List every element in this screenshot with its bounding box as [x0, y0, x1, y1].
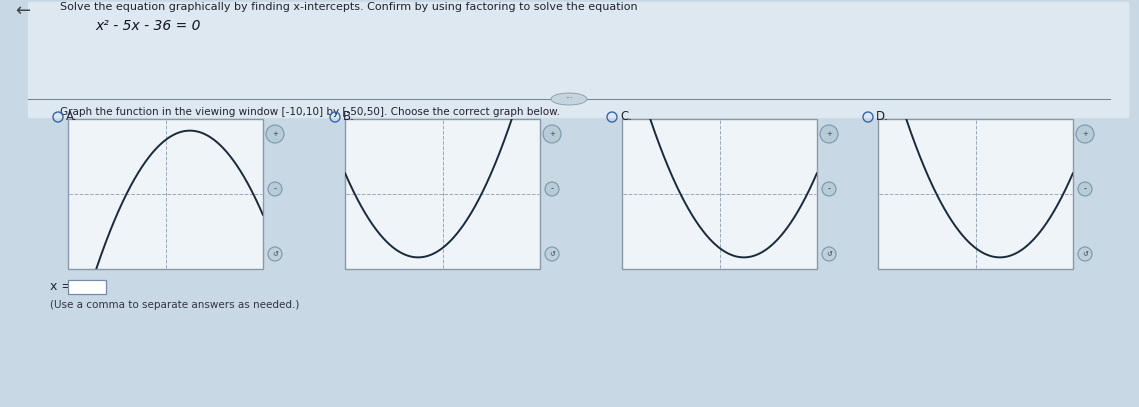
- Bar: [878, 119, 1073, 269]
- Text: -: -: [273, 184, 277, 193]
- Text: C.: C.: [620, 110, 632, 123]
- Bar: [622, 119, 817, 269]
- Text: +: +: [1082, 131, 1088, 137]
- Text: Graph the function in the viewing window [-10,10] by [-50,50]. Choose the correc: Graph the function in the viewing window…: [60, 107, 560, 117]
- Circle shape: [822, 247, 836, 261]
- Ellipse shape: [551, 93, 587, 105]
- Circle shape: [268, 247, 282, 261]
- Circle shape: [1077, 247, 1092, 261]
- Circle shape: [1077, 182, 1092, 196]
- Text: -: -: [1083, 184, 1087, 193]
- Circle shape: [820, 125, 838, 143]
- Text: (Use a comma to separate answers as needed.): (Use a comma to separate answers as need…: [50, 300, 300, 310]
- Text: -: -: [550, 184, 554, 193]
- Text: ···: ···: [565, 94, 573, 103]
- Circle shape: [544, 182, 559, 196]
- Text: ↺: ↺: [272, 251, 278, 257]
- Bar: [68, 280, 106, 294]
- Circle shape: [543, 125, 562, 143]
- Circle shape: [1076, 125, 1093, 143]
- Bar: [345, 119, 540, 269]
- Text: +: +: [826, 131, 831, 137]
- Bar: [28, 2, 1128, 117]
- Text: ↺: ↺: [1082, 251, 1088, 257]
- Text: x² - 5x - 36 = 0: x² - 5x - 36 = 0: [95, 19, 200, 33]
- Text: ←: ←: [15, 2, 30, 20]
- Circle shape: [822, 182, 836, 196]
- Circle shape: [268, 182, 282, 196]
- Bar: [68, 119, 263, 269]
- Text: D.: D.: [876, 110, 888, 123]
- Text: x =: x =: [50, 280, 72, 293]
- Text: B.: B.: [343, 110, 355, 123]
- Text: +: +: [272, 131, 278, 137]
- Circle shape: [267, 125, 284, 143]
- Text: Solve the equation graphically by finding x-intercepts. Confirm by using factori: Solve the equation graphically by findin…: [60, 2, 638, 12]
- Text: +: +: [549, 131, 555, 137]
- Circle shape: [544, 247, 559, 261]
- Text: ↺: ↺: [549, 251, 555, 257]
- Text: A.: A.: [66, 110, 77, 123]
- Text: ↺: ↺: [826, 251, 831, 257]
- Text: -: -: [828, 184, 830, 193]
